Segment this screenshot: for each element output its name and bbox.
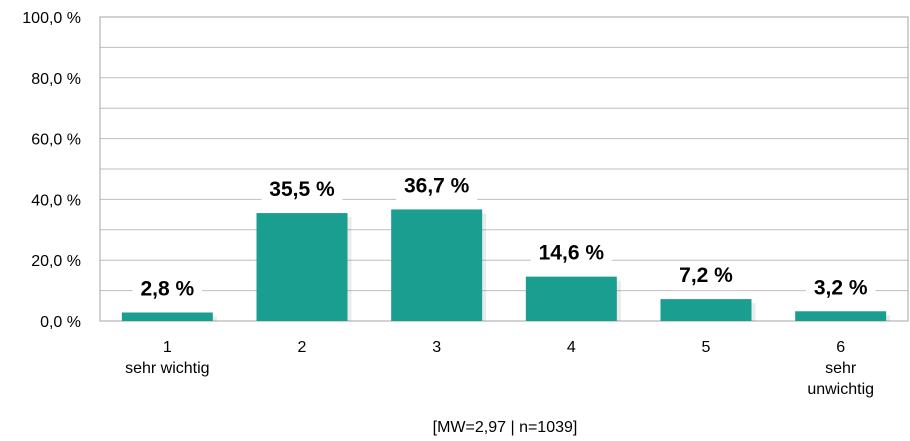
bar bbox=[256, 213, 348, 321]
y-tick-label: 40,0 % bbox=[31, 192, 81, 209]
bar bbox=[121, 312, 213, 321]
bars bbox=[121, 209, 891, 321]
data-labels: 2,8 % 35,5 % 36,7 % 14,6 % 7,2 % 3,2 % bbox=[132, 171, 876, 304]
chart-note: [MW=2,97 | n=1039] bbox=[433, 419, 578, 436]
x-tick-label: unwichtig bbox=[807, 381, 874, 398]
y-axis-tick-labels: 0,0 % 20,0 % 40,0 % 60,0 % 80,0 % 100,0 % bbox=[22, 10, 81, 331]
data-label: 2,8 % bbox=[140, 277, 194, 300]
y-tick-label: 100,0 % bbox=[22, 10, 81, 27]
y-tick-label: 60,0 % bbox=[31, 132, 81, 149]
x-axis-category-labels: 1 sehr wichtig 2 3 4 5 6 sehr unwichtig bbox=[125, 339, 874, 398]
x-tick-label: 1 bbox=[163, 339, 172, 356]
data-label-background bbox=[805, 273, 876, 303]
x-tick-label: 6 bbox=[836, 339, 845, 356]
y-tick-label: 80,0 % bbox=[31, 71, 81, 88]
data-label-background bbox=[671, 261, 741, 291]
x-tick-label: 4 bbox=[567, 339, 576, 356]
data-label-background bbox=[261, 175, 343, 205]
data-label-background bbox=[396, 171, 478, 201]
y-tick-label: 20,0 % bbox=[31, 253, 81, 270]
x-tick-label: sehr wichtig bbox=[125, 360, 209, 377]
data-label: 14,6 % bbox=[539, 242, 605, 265]
bar bbox=[660, 299, 752, 321]
data-label: 36,7 % bbox=[404, 174, 470, 197]
data-label: 7,2 % bbox=[679, 264, 733, 287]
x-tick-label: sehr bbox=[825, 360, 857, 377]
plot-frame bbox=[99, 16, 909, 322]
x-tick-label: 5 bbox=[702, 339, 711, 356]
gridlines bbox=[99, 16, 909, 322]
bar bbox=[525, 276, 617, 321]
data-label-background bbox=[132, 274, 203, 304]
x-tick-label: 3 bbox=[432, 339, 441, 356]
bar bbox=[795, 311, 887, 321]
data-label: 35,5 % bbox=[269, 178, 335, 201]
data-label: 3,2 % bbox=[814, 276, 868, 299]
data-label-background bbox=[530, 238, 612, 268]
bar bbox=[391, 209, 483, 321]
y-tick-label: 0,0 % bbox=[40, 314, 81, 331]
x-tick-label: 2 bbox=[298, 339, 307, 356]
